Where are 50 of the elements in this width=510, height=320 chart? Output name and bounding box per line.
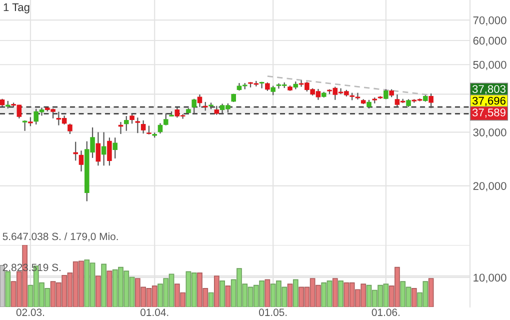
- text: 37,803: [472, 85, 506, 94]
- bar: [106, 270, 112, 307]
- text: 37,696: [472, 96, 506, 106]
- candlestick: [112, 137, 118, 159]
- bar: [287, 284, 293, 307]
- candlestick: [163, 112, 168, 126]
- y-tick-label: 30,000: [473, 128, 506, 138]
- candlestick: [197, 94, 202, 108]
- bar: [5, 271, 11, 307]
- candlestick: [124, 115, 129, 132]
- bar: [220, 280, 225, 307]
- candlestick: [140, 120, 146, 134]
- candlestick: [68, 123, 72, 135]
- bar: [101, 264, 106, 307]
- candlestick: [118, 121, 124, 135]
- candlestick: [22, 120, 28, 132]
- candlestick: [428, 92, 434, 109]
- candlestick: [78, 150, 84, 172]
- y-tick-label: 50,000: [473, 60, 506, 70]
- candlestick: [259, 81, 264, 89]
- y-tick-label: 70,000: [473, 16, 506, 26]
- bar: [338, 280, 344, 307]
- bar: [214, 276, 220, 307]
- chart-title: 1 Tag: [4, 3, 30, 14]
- y-tick-label: 20,000: [473, 182, 506, 192]
- y-tick-label: 60,000: [473, 36, 506, 46]
- x-tick-label: 02.03.: [16, 308, 44, 316]
- candlestick: [73, 141, 78, 162]
- ref-line-label: 5.647.038 S. / 179,0 Mio.: [2, 232, 118, 242]
- x-tick-label: 01.06.: [372, 308, 400, 316]
- bar: [208, 292, 214, 307]
- bar: [428, 278, 434, 307]
- bar: [96, 276, 101, 307]
- candlestick: [107, 137, 112, 166]
- candlestick: [270, 85, 276, 96]
- candlestick: [96, 132, 101, 166]
- bar: [292, 279, 298, 307]
- candlestick: [101, 132, 106, 166]
- x-tick-label: 01.05.: [259, 308, 287, 316]
- x-tick-label: 01.04.: [140, 308, 168, 316]
- bar: [411, 288, 417, 307]
- bar: [225, 286, 231, 307]
- text: 37,589: [472, 108, 506, 118]
- candlestick: [130, 112, 134, 124]
- candlestick: [158, 122, 163, 134]
- y-tick-label: 10,000: [474, 274, 506, 283]
- bar: [264, 279, 270, 307]
- bar: [332, 278, 338, 307]
- candlestick: [135, 117, 140, 134]
- candlestick: [192, 98, 196, 116]
